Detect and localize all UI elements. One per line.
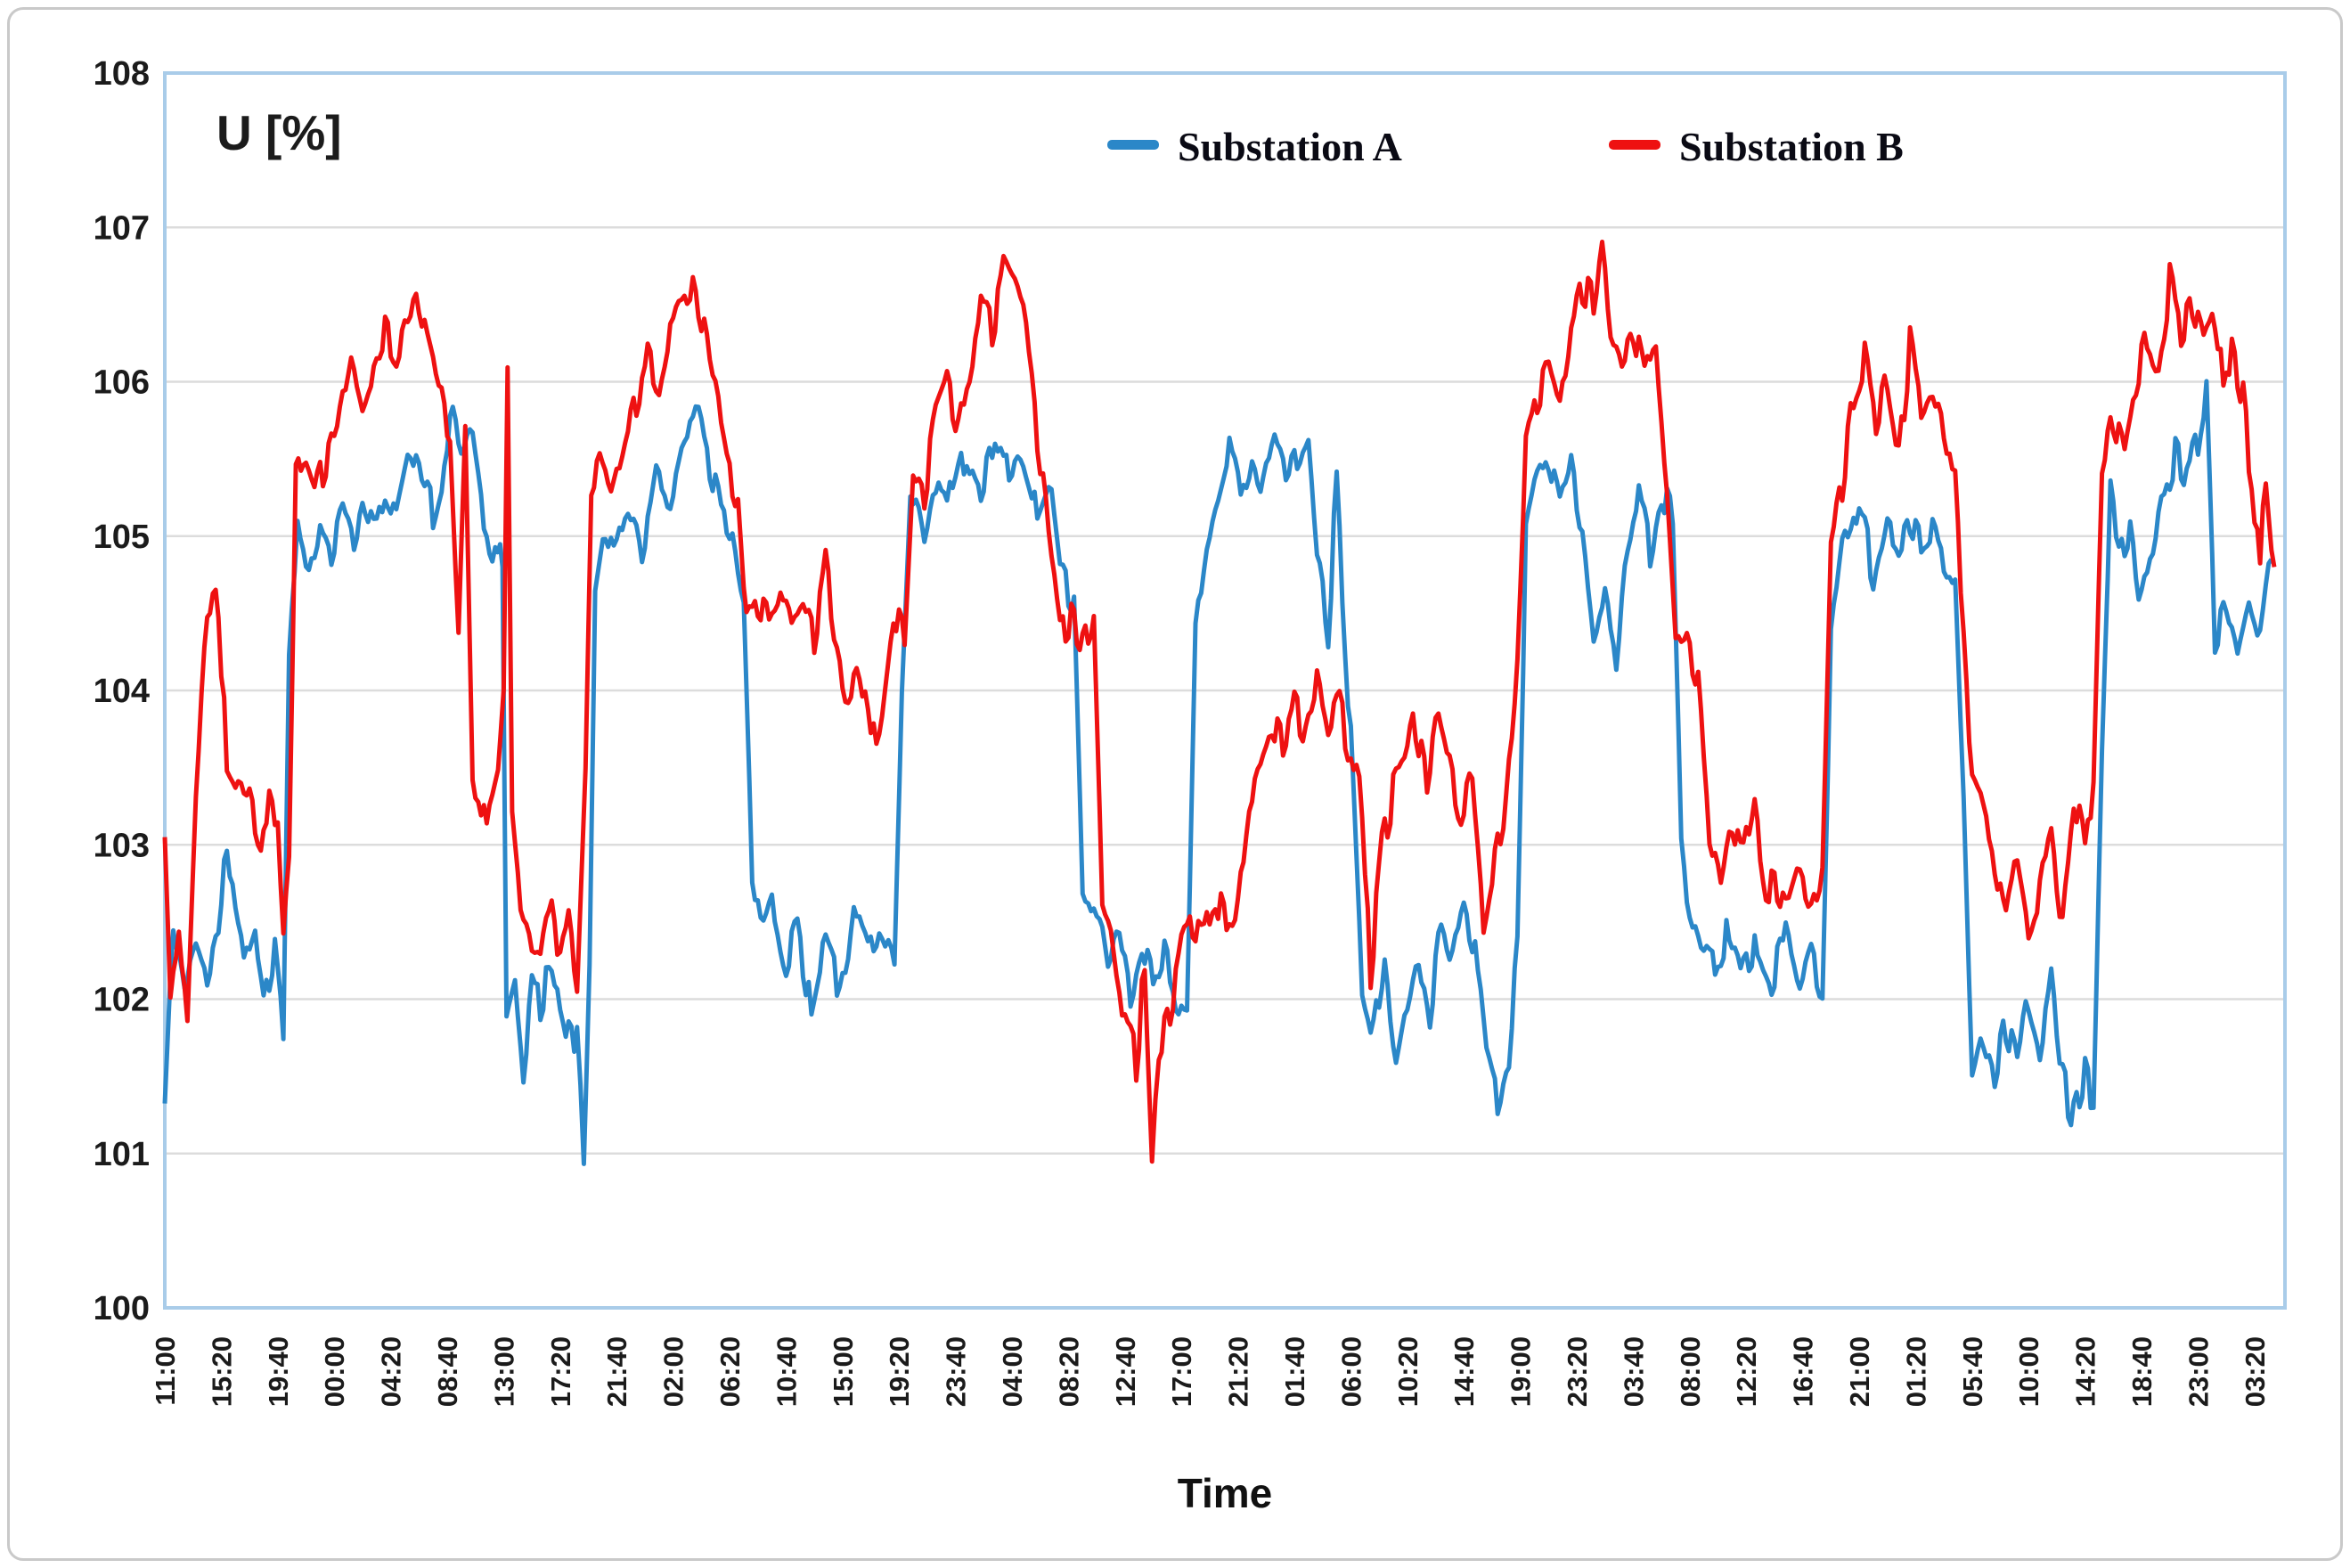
x-tick-label: 03:40 [1618, 1336, 1649, 1407]
legend-item-substation-b: Substation B [1609, 124, 1904, 169]
x-tick-label: 15:00 [828, 1336, 859, 1407]
x-tick-label: 11:00 [150, 1336, 181, 1406]
x-tick-label: 17:00 [1166, 1336, 1197, 1407]
y-axis-tick-labels: 100 101 102 103 104 105 106 107 108 [94, 55, 150, 1327]
series-line-substation-b [162, 240, 2277, 1164]
x-tick-label: 19:20 [884, 1336, 915, 1407]
x-tick-label: 19:00 [1505, 1336, 1537, 1407]
x-tick-label: 15:20 [206, 1336, 237, 1407]
x-tick-label: 17:20 [545, 1336, 576, 1407]
x-tick-label: 06:00 [1335, 1336, 1367, 1407]
y-tick-label: 107 [94, 209, 150, 247]
x-tick-label: 08:00 [1675, 1336, 1706, 1407]
y-tick-label: 104 [94, 673, 150, 710]
y-tick-label: 102 [94, 982, 150, 1019]
x-tick-label: 08:20 [1053, 1336, 1084, 1407]
x-tick-label: 10:20 [1392, 1336, 1424, 1407]
y-tick-label: 105 [94, 519, 150, 556]
x-tick-label: 23:40 [941, 1336, 972, 1407]
x-axis-tick-labels: 11:00 15:20 19:40 00:00 04:20 08:40 13:00 17:20… [150, 1336, 2271, 1407]
x-tick-label: 16:40 [1788, 1336, 1819, 1407]
x-tick-label: 03:20 [2240, 1336, 2271, 1407]
legend-label-substation-b: Substation B [1679, 124, 1904, 169]
x-axis-title: Time [1178, 1470, 1273, 1516]
legend-label-substation-a: Substation A [1178, 124, 1402, 169]
y-tick-label: 108 [94, 55, 150, 93]
x-tick-label: 13:00 [488, 1336, 519, 1407]
x-tick-label: 10:00 [2013, 1336, 2044, 1407]
x-tick-label: 01:20 [1900, 1336, 1931, 1407]
x-tick-label: 06:20 [714, 1336, 746, 1407]
x-tick-label: 02:00 [658, 1336, 689, 1407]
x-tick-label: 01:40 [1279, 1336, 1310, 1407]
x-tick-label: 19:40 [263, 1336, 294, 1407]
series-lines [162, 240, 2277, 1166]
x-tick-label: 14:20 [2070, 1336, 2101, 1407]
x-tick-label: 10:40 [771, 1336, 802, 1407]
x-tick-label: 05:40 [1957, 1336, 1988, 1407]
x-tick-label: 00:00 [319, 1336, 350, 1407]
legend-swatch-substation-a [1107, 140, 1159, 150]
x-tick-label: 12:20 [1731, 1336, 1762, 1407]
x-tick-label: 23:00 [2183, 1336, 2214, 1407]
y-tick-label: 106 [94, 364, 150, 402]
x-tick-label: 14:40 [1448, 1336, 1480, 1407]
y-axis-unit-label: U [%] [216, 105, 342, 160]
x-tick-label: 21:00 [1844, 1336, 1875, 1407]
x-tick-label: 08:40 [432, 1336, 463, 1407]
series-line-substation-a [162, 379, 2273, 1166]
x-tick-label: 04:20 [376, 1336, 407, 1407]
x-tick-label: 21:20 [1223, 1336, 1254, 1407]
x-tick-label: 21:40 [601, 1336, 632, 1407]
legend-item-substation-a: Substation A [1107, 124, 1402, 169]
legend-swatch-substation-b [1609, 140, 1661, 150]
y-tick-label: 100 [94, 1290, 150, 1327]
y-tick-label: 103 [94, 827, 150, 864]
x-tick-label: 04:00 [997, 1336, 1028, 1407]
x-tick-label: 12:40 [1110, 1336, 1141, 1407]
x-tick-label: 18:40 [2126, 1336, 2158, 1407]
legend: Substation A Substation B [1107, 124, 1904, 169]
y-tick-label: 101 [94, 1136, 150, 1173]
plot-border [163, 71, 2287, 1310]
x-tick-label: 23:20 [1562, 1336, 1593, 1407]
